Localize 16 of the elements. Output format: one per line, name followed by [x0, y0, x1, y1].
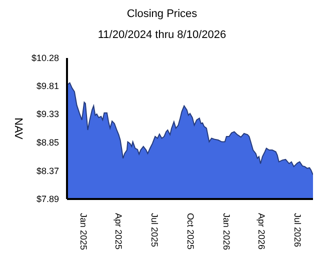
y-tick-label: $9.81 — [36, 80, 59, 91]
y-tick-label: $9.33 — [36, 109, 59, 120]
y-tick-label: $8.85 — [36, 138, 59, 148]
x-tick-label: Jul 2026 — [292, 213, 302, 248]
y-tick-label: $7.89 — [36, 194, 59, 204]
y-tick-label: $8.37 — [36, 166, 59, 176]
x-tick-label: Jul 2025 — [149, 213, 160, 248]
x-tick-label: Jan 2025 — [78, 213, 88, 250]
x-tick-label: Oct 2025 — [185, 213, 196, 250]
y-axis-title: NAV — [12, 118, 24, 140]
chart-title: Closing Prices — [126, 8, 198, 20]
x-tick-label: Apr 2026 — [256, 213, 267, 250]
y-tick-label: $10.28 — [31, 53, 59, 64]
x-tick-label: Apr 2025 — [114, 213, 124, 250]
x-tick-label: Jan 2026 — [221, 213, 232, 250]
chart-subtitle: 11/20/2024 thru 8/10/2026 — [96, 29, 228, 41]
